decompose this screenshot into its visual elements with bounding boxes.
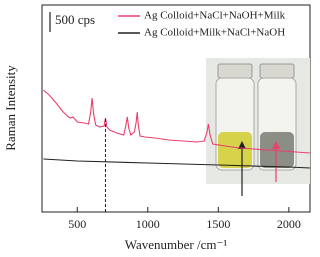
- arrows: [238, 141, 280, 196]
- vial-cap: [259, 63, 295, 79]
- scale-bar-label: 500 cps: [55, 12, 95, 27]
- legend-label: Ag Colloid+NaCl+NaOH+Milk: [144, 10, 286, 22]
- data-line: [43, 89, 311, 154]
- x-tick-label: 500: [68, 217, 86, 231]
- x-tick-label: 2000: [277, 217, 301, 231]
- vial-liquid: [218, 132, 252, 168]
- y-axis-label: Raman Intensity: [3, 65, 18, 151]
- x-tick-label: 1500: [206, 217, 230, 231]
- x-tick-label: 1000: [136, 217, 160, 231]
- vial-cap: [217, 63, 253, 79]
- data-line: [43, 158, 311, 169]
- arrow-head: [272, 141, 280, 149]
- arrow-head: [238, 141, 246, 149]
- inset-photo: [206, 58, 310, 184]
- vial-liquid: [260, 132, 294, 168]
- legend-label: Ag Colloid+Milk+NaCl+NaOH: [144, 27, 285, 39]
- x-axis-label: Wavenumber /cm⁻¹: [125, 237, 228, 252]
